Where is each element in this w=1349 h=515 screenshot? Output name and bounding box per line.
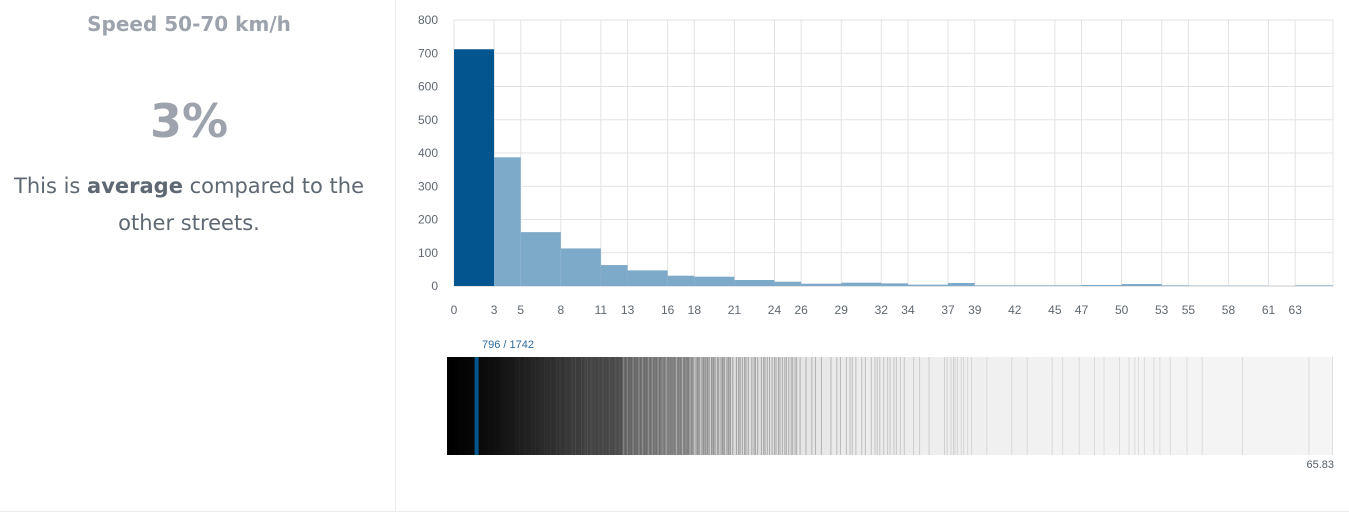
comparison-suffix: compared to the other streets. (118, 174, 364, 235)
histogram-bar (1054, 285, 1082, 286)
x-tick-label: 5 (517, 303, 524, 317)
histogram-bar (1014, 285, 1055, 286)
histogram-bar (1081, 285, 1122, 286)
x-tick-label: 3 (491, 303, 498, 317)
y-tick-label: 200 (418, 213, 438, 227)
histogram-bar (734, 280, 775, 286)
x-tick-label: 47 (1075, 303, 1089, 317)
histogram-bar (801, 283, 842, 286)
x-tick-label: 16 (661, 303, 675, 317)
histogram-y-ticks: 0 100 200 300 400 500 600 700 800 (418, 13, 438, 293)
x-tick-label: 29 (835, 303, 849, 317)
x-tick-label: 8 (557, 303, 564, 317)
strip-value-lines (447, 357, 1333, 455)
x-tick-label: 61 (1262, 303, 1276, 317)
x-tick-label: 42 (1008, 303, 1022, 317)
y-tick-label: 800 (418, 13, 438, 27)
histogram-bar (454, 49, 495, 287)
histogram-bar (667, 275, 695, 286)
bottom-divider (0, 511, 1349, 512)
x-tick-label: 63 (1289, 303, 1303, 317)
histogram-bar (627, 270, 668, 286)
summary-panel: Speed 50-70 km/h 3% This is average comp… (0, 0, 396, 511)
stat-value: 3% (149, 94, 229, 148)
y-tick-label: 400 (418, 146, 438, 160)
histogram-grid (453, 19, 1334, 287)
histogram-bar (694, 276, 735, 286)
y-tick-label: 100 (418, 246, 438, 260)
histogram-bar (907, 284, 949, 286)
histogram-bar (881, 283, 908, 286)
strip-highlight-marker (474, 357, 479, 455)
rank-label: 796 / 1742 (482, 339, 534, 351)
comparison-text: This is average compared to the other st… (0, 168, 378, 242)
comparison-rating: average (87, 174, 183, 198)
x-tick-label: 37 (941, 303, 955, 317)
x-tick-label: 45 (1048, 303, 1062, 317)
histogram-bar (974, 285, 1015, 286)
x-tick-label: 53 (1155, 303, 1169, 317)
x-tick-label: 24 (768, 303, 782, 317)
x-tick-label: 58 (1222, 303, 1236, 317)
x-tick-label: 21 (728, 303, 742, 317)
y-tick-label: 300 (418, 179, 438, 193)
y-tick-label: 500 (418, 113, 438, 127)
strip-max-label: 65.83 (1306, 459, 1334, 471)
histogram-bar (1295, 285, 1333, 286)
x-tick-label: 13 (621, 303, 635, 317)
x-tick-label: 32 (875, 303, 889, 317)
histogram-bars (454, 49, 1333, 287)
x-tick-label: 0 (451, 303, 458, 317)
histogram-bar (841, 282, 882, 286)
histogram-bar (494, 157, 521, 286)
histogram-bar (1161, 285, 1189, 286)
x-tick-label: 50 (1115, 303, 1129, 317)
histogram-x-ticks: 0 3 5 8 11 13 16 18 21 24 26 29 32 34 37 39 42 45 47 50 53 55… (451, 303, 1303, 317)
histogram-bar (600, 265, 628, 286)
x-tick-label: 39 (968, 303, 982, 317)
y-tick-label: 0 (431, 279, 438, 293)
rank-strip (447, 357, 1333, 455)
y-tick-label: 600 (418, 80, 438, 94)
x-tick-label: 55 (1182, 303, 1196, 317)
x-tick-label: 34 (901, 303, 915, 317)
x-tick-label: 26 (794, 303, 808, 317)
histogram-bar (774, 281, 802, 286)
histogram-bar (520, 232, 561, 286)
comparison-prefix: This is (14, 174, 88, 198)
histogram-bar (948, 283, 975, 286)
histogram-bar (1121, 284, 1162, 286)
histogram-bar (560, 248, 601, 286)
x-tick-label: 18 (688, 303, 702, 317)
x-tick-label: 11 (595, 303, 608, 317)
panel-title: Speed 50-70 km/h (87, 12, 291, 36)
y-tick-label: 700 (418, 46, 438, 60)
